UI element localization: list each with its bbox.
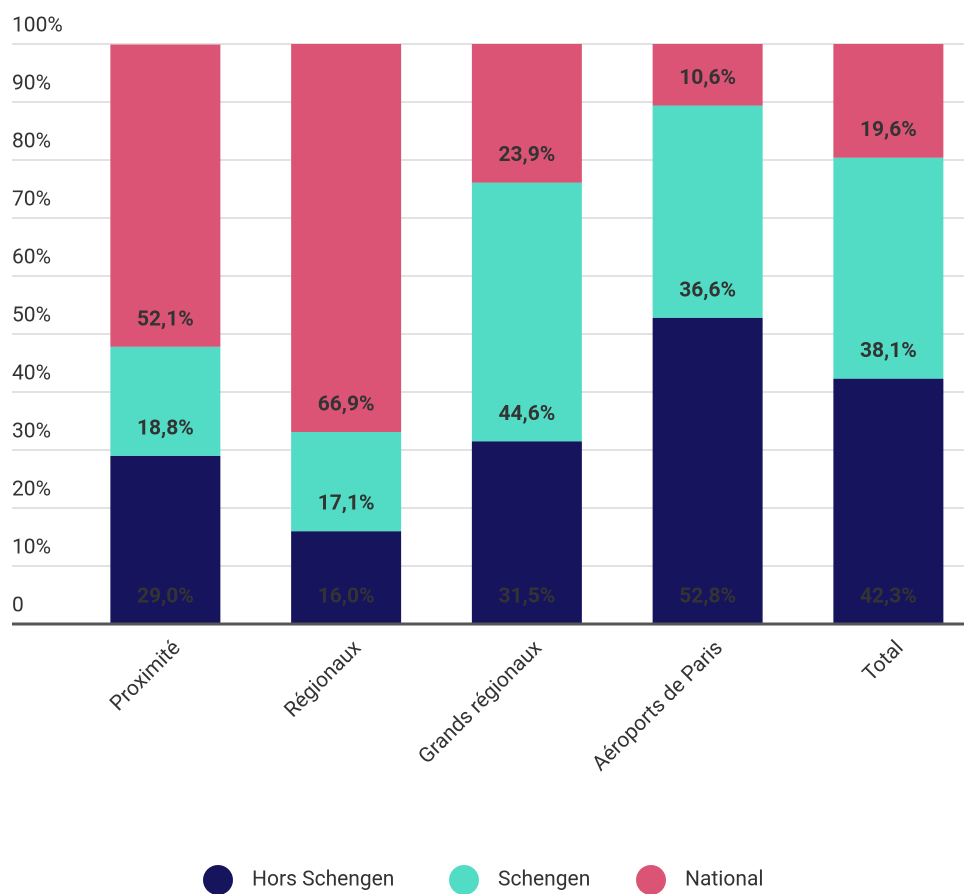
bar-segment (833, 44, 944, 158)
legend-swatch (203, 865, 233, 894)
y-tick-label: 80% (12, 130, 51, 154)
bar-segment (652, 44, 763, 106)
y-tick-label: 20% (12, 478, 51, 502)
legend-label: Schengen (498, 868, 590, 892)
x-tick-label: Aéroports de Paris (588, 636, 728, 776)
data-label: 10,6% (679, 66, 736, 90)
bar-segment (471, 441, 582, 624)
legend-label: Hors Schengen (252, 868, 394, 892)
data-label: 29,0% (137, 585, 194, 609)
data-label: 44,6% (498, 402, 555, 426)
bar-segment (471, 44, 582, 183)
y-tick-label: 10% (12, 536, 51, 560)
y-tick-label: 90% (12, 72, 51, 96)
bar-segment (110, 346, 221, 456)
y-tick-label: 100% (12, 14, 63, 38)
data-label: 17,1% (318, 492, 375, 516)
bar-segment (110, 455, 221, 624)
y-tick-label: 70% (12, 188, 51, 212)
data-label: 23,9% (498, 143, 555, 167)
y-tick-label: 0 (12, 594, 24, 618)
legend-label: National (685, 868, 763, 892)
data-label: 36,6% (679, 278, 736, 302)
bar-segment (652, 317, 763, 624)
x-tick-label: Total (858, 636, 908, 686)
data-label: 42,3% (860, 585, 917, 609)
bar-segment (652, 105, 763, 318)
bar-segment (833, 157, 944, 379)
data-label: 52,1% (137, 307, 194, 331)
bar-segment (471, 182, 582, 442)
data-label: 38,1% (860, 339, 917, 363)
bar-segment (110, 44, 221, 347)
data-label: 16,0% (318, 585, 375, 609)
bar-segment (291, 531, 402, 624)
data-label: 52,8% (679, 585, 736, 609)
x-tick-label: Grands régionaux (414, 636, 547, 769)
bar-segment (291, 44, 402, 433)
legend-swatch (636, 865, 666, 894)
y-tick-label: 60% (12, 246, 51, 270)
x-tick-label: Régionaux (280, 636, 366, 722)
bar-segment (833, 378, 944, 624)
y-tick-label: 40% (12, 362, 51, 386)
data-label: 31,5% (498, 585, 555, 609)
bar-segment (291, 432, 402, 532)
data-label: 19,6% (860, 118, 917, 142)
y-tick-label: 50% (12, 304, 51, 328)
data-label: 66,9% (318, 393, 375, 417)
legend-swatch (449, 865, 479, 894)
data-label: 18,8% (137, 416, 194, 440)
y-tick-label: 30% (12, 420, 51, 444)
x-tick-label: Proximité (106, 636, 186, 716)
